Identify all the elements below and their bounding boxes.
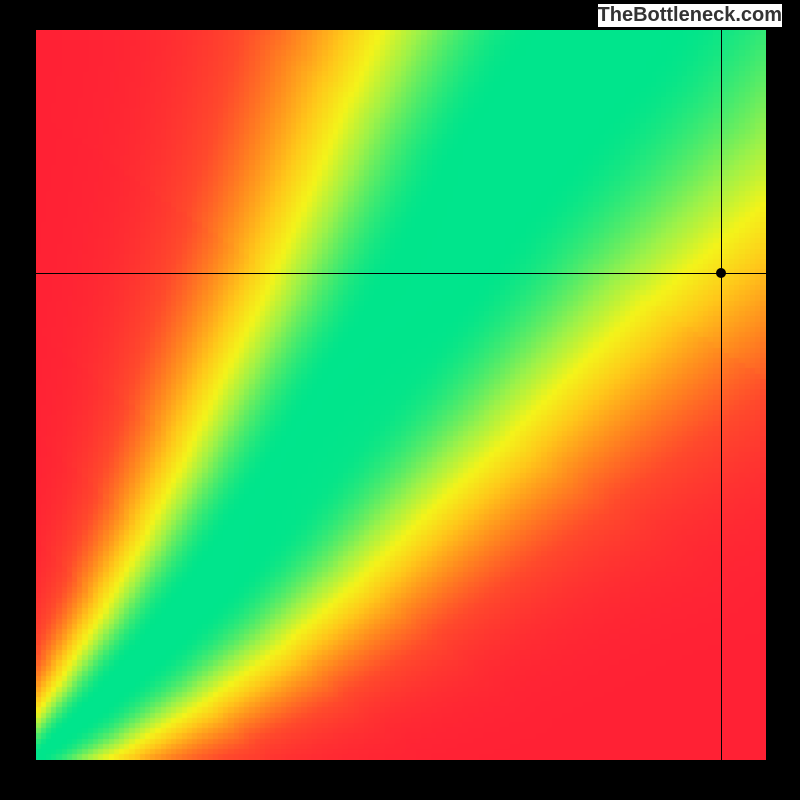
crosshair-vertical	[721, 30, 722, 760]
heatmap-canvas	[36, 30, 766, 760]
attribution-text: TheBottleneck.com	[598, 4, 782, 27]
crosshair-horizontal	[36, 273, 766, 274]
crosshair-marker	[716, 268, 726, 278]
plot-area	[36, 30, 766, 760]
chart-container: TheBottleneck.com	[0, 0, 800, 800]
